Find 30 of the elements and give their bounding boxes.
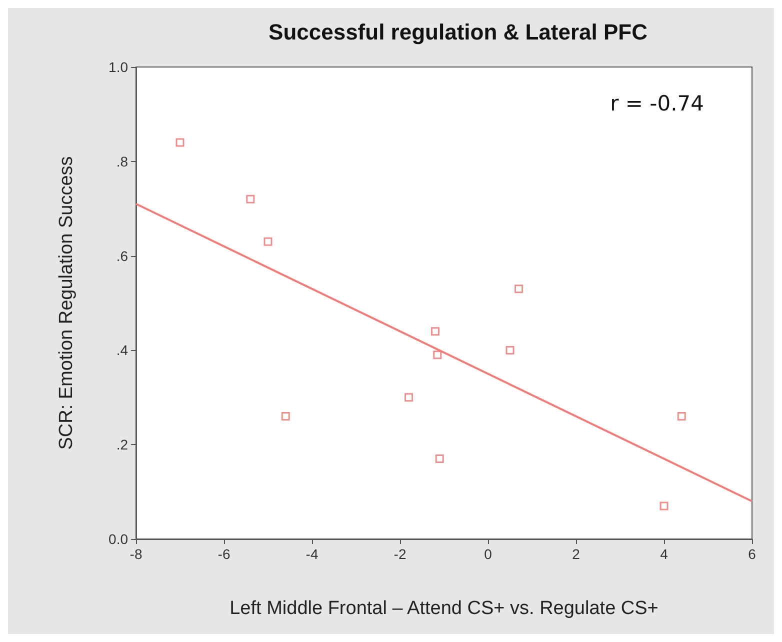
y-tick-label: .2 — [116, 436, 128, 453]
x-tick-label: -2 — [394, 546, 406, 562]
point — [660, 502, 668, 510]
point — [404, 393, 414, 402]
x-tick-label: -6 — [218, 546, 230, 562]
y-tick-label: 0.0 — [108, 531, 128, 547]
point — [246, 194, 255, 204]
annotation: r = -0.74 — [610, 92, 704, 116]
point — [433, 350, 442, 360]
point — [176, 138, 184, 147]
x-tick-label: 2 — [572, 546, 580, 562]
x-tick-label: 6 — [748, 546, 756, 562]
point — [281, 412, 290, 421]
x-axis-title: Left Middle Frontal – Attend CS+ vs. Regulate CS+ — [230, 598, 658, 619]
point — [677, 412, 686, 421]
x-tick-label: 4 — [660, 546, 668, 562]
y-tick-label: 1.0 — [108, 59, 128, 75]
point — [506, 346, 514, 354]
point — [435, 454, 444, 464]
x-tick-label: 0 — [484, 546, 492, 562]
x-tick-label: -4 — [306, 546, 318, 562]
point — [514, 284, 524, 294]
point — [264, 237, 272, 246]
y-tick-label: .4 — [116, 342, 128, 358]
x-tick-label: -8 — [130, 546, 142, 562]
point — [430, 327, 440, 336]
y-axis-title: SCR: Emotion Regulation Success — [56, 156, 77, 450]
chart-title: Successful regulation & Lateral PFC — [268, 20, 648, 44]
y-tick-label: .8 — [116, 153, 128, 170]
y-tick-label: .6 — [116, 248, 128, 264]
